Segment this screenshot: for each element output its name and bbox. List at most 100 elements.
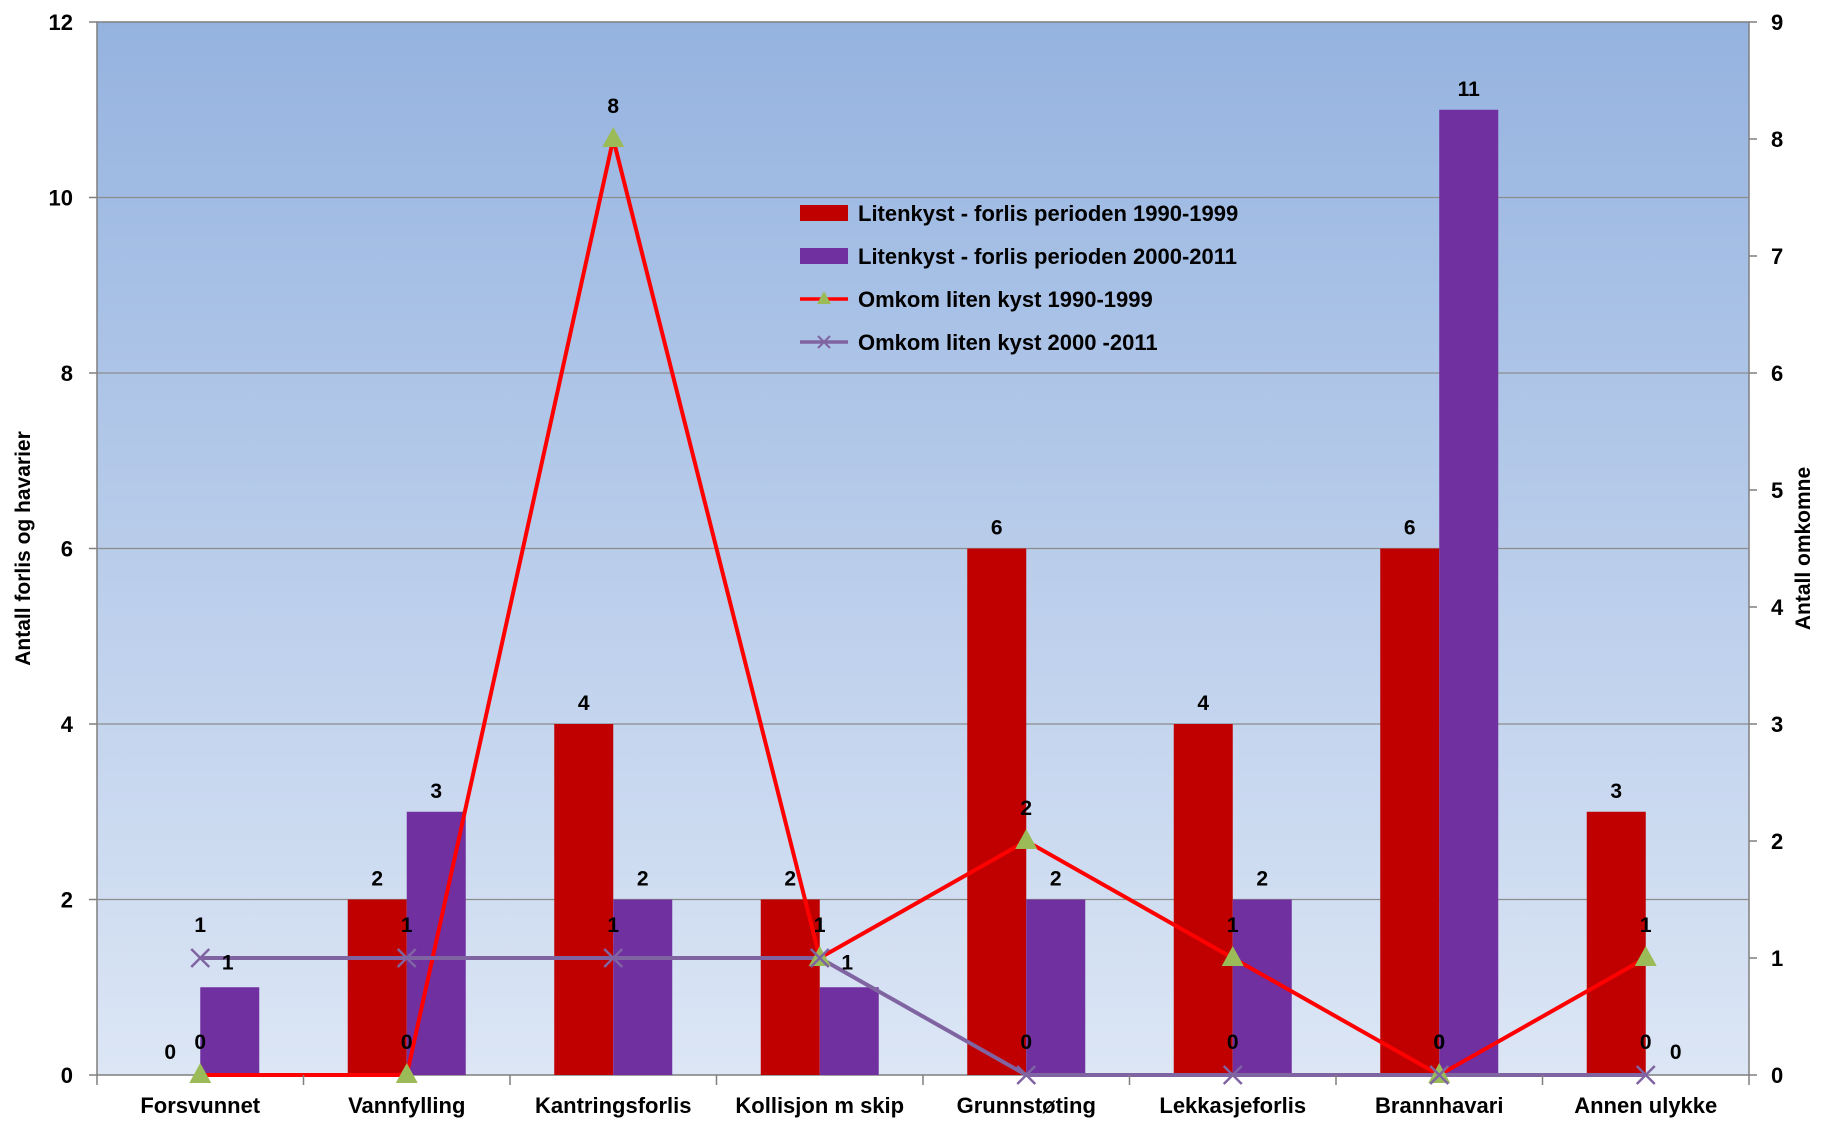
y2-tick-label: 9 (1771, 10, 1783, 35)
bar-value-label: 0 (1670, 1041, 1682, 1064)
line-value-label: 0 (401, 1031, 413, 1054)
bar-value-label: 0 (164, 1041, 176, 1064)
bar (760, 899, 820, 1075)
y-tick-label: 0 (61, 1063, 73, 1088)
triangle-marker (395, 1063, 418, 1083)
legend-item: Litenkyst - forlis perioden 1990-1999 (800, 201, 1238, 226)
bar (347, 899, 407, 1075)
x-tick-label: Brannhavari (1375, 1093, 1503, 1118)
bar-value-label: 3 (1610, 780, 1622, 803)
bar (967, 548, 1027, 1075)
line-value-label: 0 (1640, 1031, 1652, 1054)
x-marker (190, 948, 211, 968)
bar (1026, 899, 1086, 1075)
bar (200, 987, 260, 1075)
triangle-marker (1634, 946, 1657, 966)
legend-item: Omkom liten kyst 1990-1999 (800, 287, 1153, 312)
lines (189, 127, 1657, 1085)
legend-item: Omkom liten kyst 2000 -2011 (800, 330, 1158, 355)
x-tick-label: Vannfylling (348, 1093, 465, 1118)
bar-value-label: 2 (371, 868, 383, 891)
y2-tick-label: 2 (1771, 829, 1783, 854)
triangle-marker (1428, 1063, 1451, 1083)
triangle-marker (1015, 829, 1038, 849)
line-value-label: 1 (194, 914, 206, 937)
x-tick-label: Annen ulykke (1574, 1093, 1717, 1118)
y-tick-label: 8 (61, 361, 73, 386)
x-marker-stroke (1222, 1065, 1243, 1085)
bar-value-label: 2 (784, 868, 796, 891)
y-tick-label: 6 (61, 537, 73, 562)
bar-value-label: 2 (637, 868, 649, 891)
y-tick-label: 10 (49, 186, 73, 211)
y-tick-label: 4 (61, 712, 74, 737)
line-value-label: 0 (1433, 1031, 1445, 1054)
legend-marker (817, 291, 831, 304)
y2-axis-title: Antall omkomne (1792, 467, 1815, 630)
bar-value-label: 4 (578, 692, 590, 715)
x-marker-stroke (190, 948, 211, 968)
x-marker (1016, 1065, 1037, 1085)
bar (554, 724, 614, 1075)
line-value-label: 1 (814, 914, 826, 937)
series-line (200, 138, 1647, 1078)
bar-value-label: 2 (1050, 868, 1062, 891)
y2-tick-label: 4 (1771, 595, 1784, 620)
legend-swatch (800, 205, 848, 221)
bar-value-label: 11 (1458, 78, 1481, 101)
x-tick-label: Kantringsforlis (535, 1093, 691, 1118)
legend-label: Litenkyst - forlis perioden 2000-2011 (858, 244, 1237, 269)
bar-value-label: 1 (222, 951, 234, 974)
x-marker (809, 948, 830, 968)
x-tick-label: Kollisjon m skip (735, 1093, 904, 1118)
line-value-label: 0 (1020, 1031, 1032, 1054)
line-value-label: 0 (1227, 1031, 1239, 1054)
triangle-marker (189, 1063, 212, 1083)
line-value-label: 2 (1020, 797, 1032, 820)
bar-value-label: 1 (841, 951, 853, 974)
y-axis-title: Antall forlis og havarier (12, 431, 35, 666)
y2-tick-label: 0 (1771, 1063, 1783, 1088)
legend-swatch (800, 248, 848, 264)
line-value-label: 1 (814, 914, 826, 937)
bar (1173, 724, 1233, 1075)
bar-value-label: 6 (1404, 517, 1416, 540)
x-marker-stroke (603, 948, 624, 968)
bar-value-label: 4 (1197, 692, 1209, 715)
x-marker-stroke (1635, 1065, 1656, 1085)
triangle-marker (808, 946, 831, 966)
y2-tick-label: 5 (1771, 478, 1783, 503)
y-tick-label: 2 (61, 888, 73, 913)
x-tick-label: Grunnstøting (957, 1093, 1096, 1118)
x-marker-stroke (1016, 1065, 1037, 1085)
x-marker (396, 948, 417, 968)
line-value-label: 1 (401, 914, 413, 937)
legend-label: Omkom liten kyst 2000 -2011 (858, 330, 1158, 355)
bar (1439, 109, 1499, 1075)
series-line (200, 956, 1646, 1077)
bar-value-label: 6 (991, 517, 1003, 540)
bar-value-label: 3 (430, 780, 442, 803)
y2-tick-label: 1 (1771, 946, 1783, 971)
x-marker-stroke (1429, 1065, 1450, 1085)
line-value-label: 1 (1640, 914, 1652, 937)
bar (819, 987, 879, 1075)
legend-item: Litenkyst - forlis perioden 2000-2011 (800, 244, 1237, 269)
line-value-label: 1 (607, 914, 619, 937)
x-tick-label: Lekkasjeforlis (1159, 1093, 1306, 1118)
x-marker (1222, 1065, 1243, 1085)
legend: Litenkyst - forlis perioden 1990-1999 Lit… (800, 201, 1238, 355)
y2-tick-label: 7 (1771, 244, 1783, 269)
line-value-label: 0 (194, 1031, 206, 1054)
legend-label: Litenkyst - forlis perioden 1990-1999 (858, 201, 1238, 226)
x-marker-stroke (396, 948, 417, 968)
legend-label: Omkom liten kyst 1990-1999 (858, 287, 1153, 312)
x-marker (1635, 1065, 1656, 1085)
bar (1586, 811, 1646, 1075)
bar-value-label: 2 (1256, 868, 1268, 891)
y-tick-label: 12 (49, 10, 73, 35)
